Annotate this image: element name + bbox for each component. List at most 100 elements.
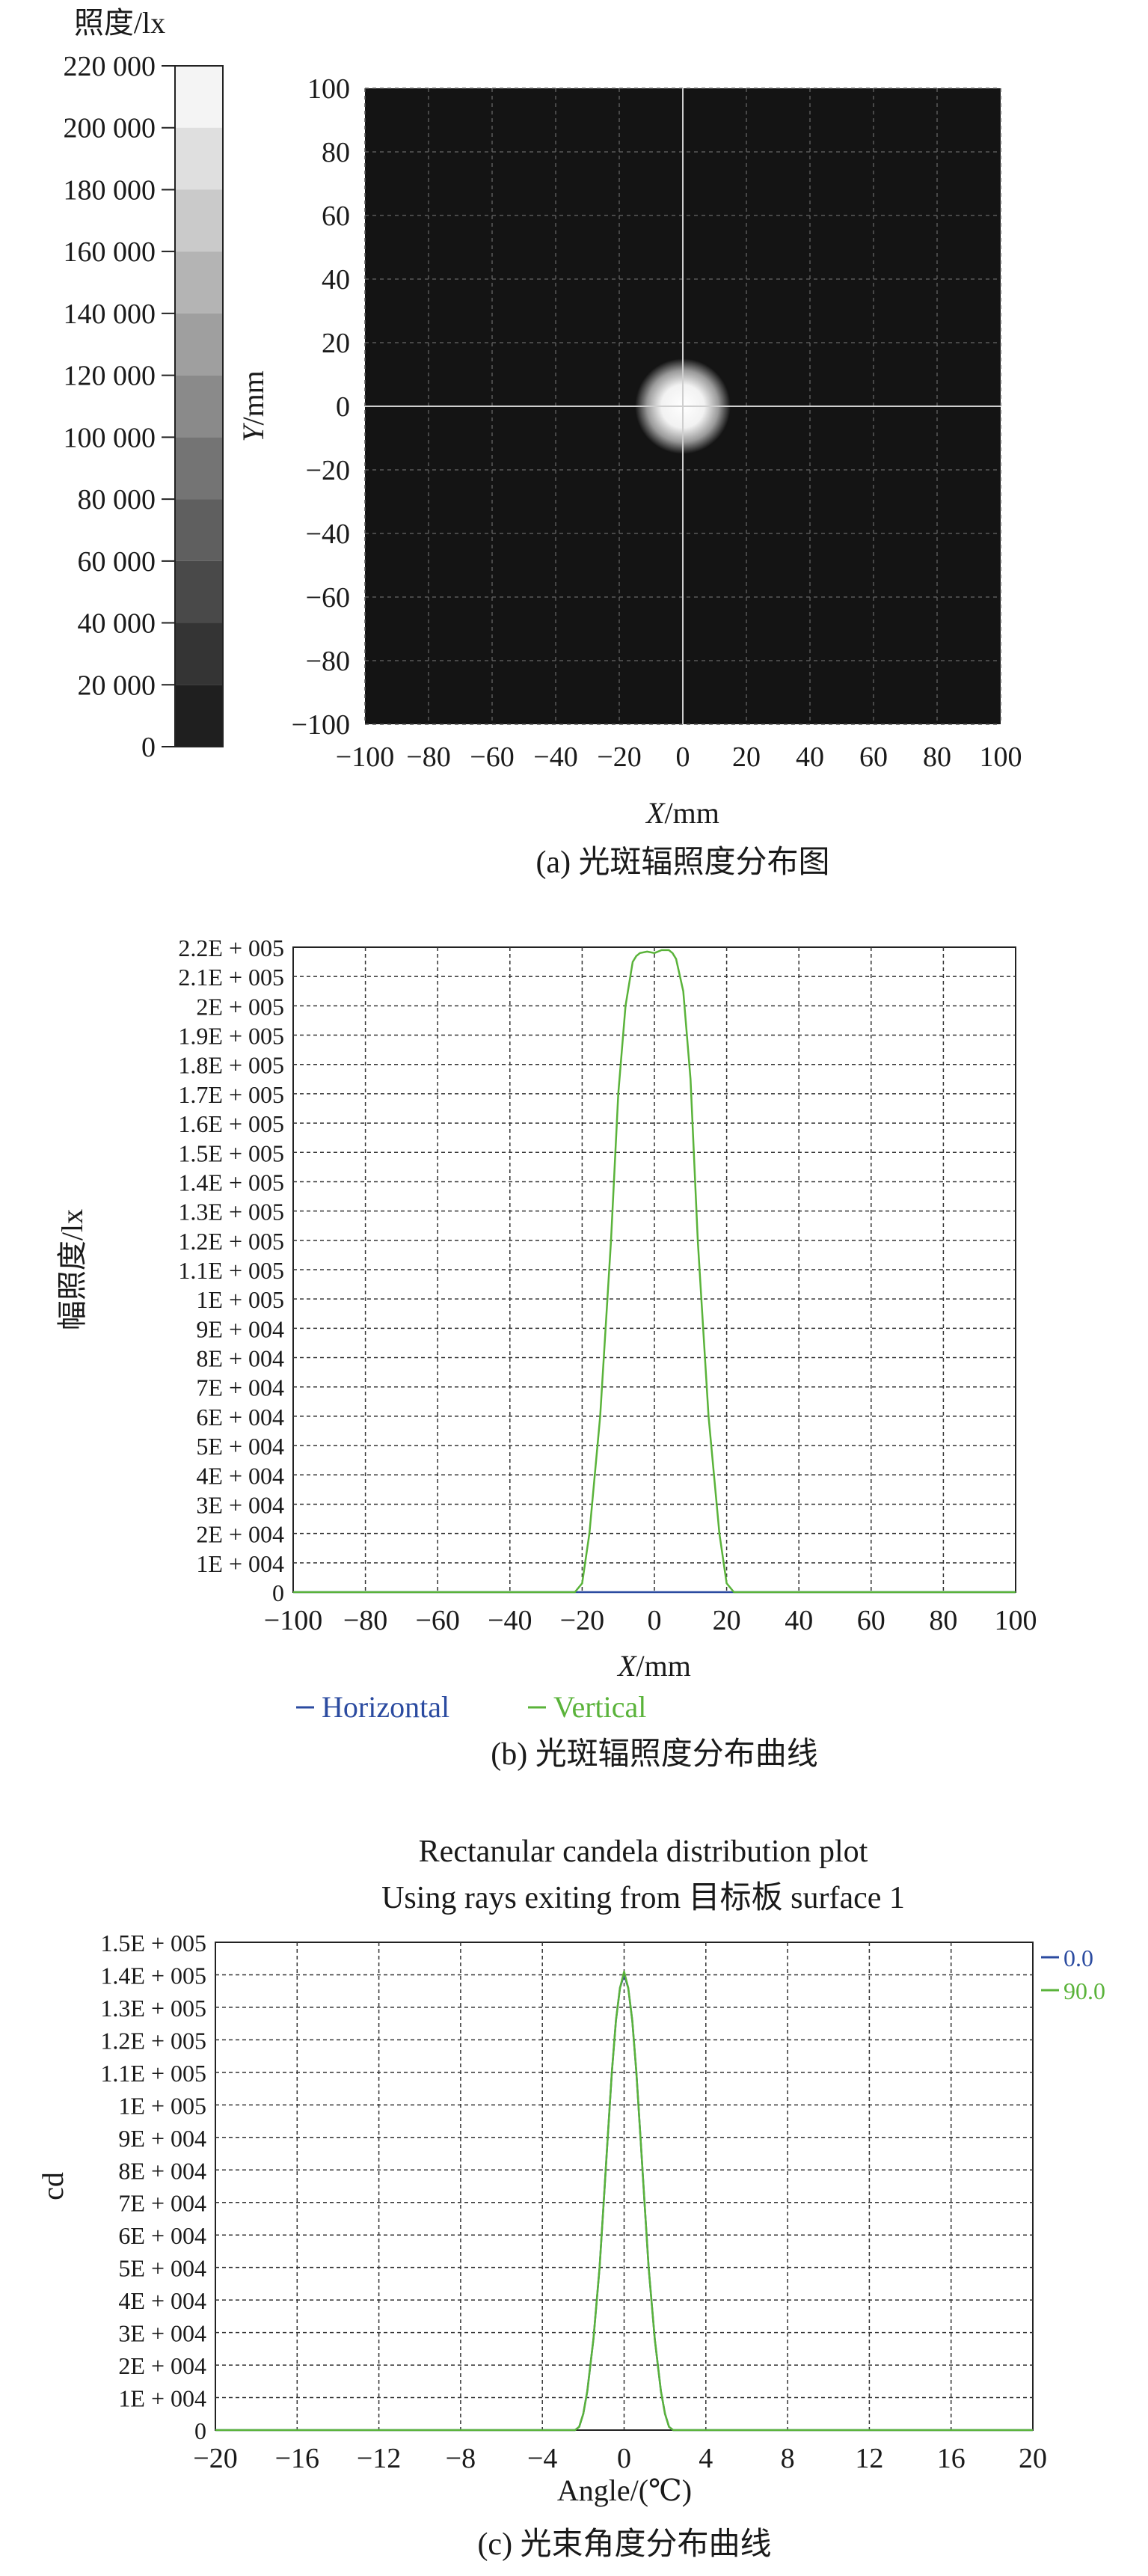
- series-line-90-0: [215, 1970, 1033, 2432]
- colorbar-tick-label: 140 000: [64, 299, 156, 330]
- colorbar-swatch: [175, 685, 223, 747]
- heatmap-y-tick-label: 80: [322, 137, 350, 168]
- colorbar-title: 照度/lx: [74, 6, 165, 40]
- y-tick-label: 3E + 004: [118, 2320, 206, 2347]
- heatmap-y-tick-label: 0: [336, 391, 350, 423]
- candela-x-label: Angle/(℃): [557, 2473, 692, 2507]
- colorbar-tick-label: 0: [141, 732, 156, 763]
- y-tick-label: 1E + 005: [196, 1286, 284, 1313]
- colorbar-swatch: [175, 127, 223, 190]
- profile-grid: [293, 947, 1016, 1592]
- colorbar-ticks: 220 000 200 000 180 000 160 000 140 000 120 0…: [64, 51, 175, 763]
- candela-chart: Rectanular candela distribution plot Usi…: [36, 1835, 1105, 2562]
- x-tick-label: 4: [699, 2443, 713, 2474]
- x-tick-label: 8: [781, 2443, 795, 2474]
- candela-series: [215, 1970, 1033, 2432]
- colorbar-swatch: [175, 375, 223, 438]
- y-tick-label: 1.2E + 005: [178, 1228, 284, 1255]
- y-tick-label: 1.9E + 005: [178, 1023, 284, 1050]
- x-tick-label: 60: [857, 1605, 885, 1636]
- y-tick-label: 8E + 004: [118, 2157, 206, 2184]
- candela-y-label: cd: [36, 2172, 70, 2200]
- y-tick-label: 4E + 004: [196, 1462, 284, 1489]
- x-tick-label: −8: [446, 2443, 476, 2474]
- x-tick-label: −20: [193, 2443, 237, 2474]
- y-tick-label: 2E + 004: [196, 1521, 284, 1548]
- colorbar-tick-label: 180 000: [64, 174, 156, 206]
- heatmap-x-tick-label: 80: [923, 741, 951, 773]
- y-tick-label: 1.3E + 005: [178, 1199, 284, 1226]
- y-tick-label: 5E + 004: [118, 2255, 206, 2282]
- heatmap-x-tick-label: −40: [533, 741, 577, 773]
- y-tick-label: 6E + 004: [118, 2222, 206, 2249]
- colorbar-frame: [174, 65, 224, 747]
- x-tick-label: −4: [527, 2443, 557, 2474]
- y-tick-label: 1.8E + 005: [178, 1052, 284, 1079]
- x-tick-label: −40: [488, 1605, 532, 1636]
- legend-0-label: 0.0: [1063, 1945, 1093, 1971]
- y-tick-label: 1.4E + 005: [178, 1169, 284, 1196]
- heatmap-y-label: Y/mm: [236, 370, 270, 442]
- colorbar-swatch: [175, 622, 223, 685]
- colorbar-tick-label: 200 000: [64, 113, 156, 144]
- x-tick-label: 100: [995, 1605, 1037, 1636]
- y-tick-label: 1E + 005: [118, 2092, 206, 2119]
- y-tick-label: 0: [272, 1579, 284, 1606]
- y-tick-label: 2.1E + 005: [178, 964, 284, 991]
- candela-subtitle: Using rays exiting from 目标板 surface 1: [381, 1881, 905, 1915]
- y-tick-label: 4E + 004: [118, 2287, 206, 2314]
- y-tick-label: 1.4E + 005: [100, 1962, 206, 1989]
- y-tick-label: 1E + 004: [118, 2385, 206, 2412]
- x-tick-label: 40: [785, 1605, 813, 1636]
- colorbar-tick-label: 160 000: [64, 236, 156, 268]
- y-tick-label: 2E + 004: [118, 2352, 206, 2379]
- colorbar: 照度/lx 220 000 200 000 180 000 160 000 140 00…: [64, 6, 224, 763]
- heatmap-y-tick-label: 60: [322, 201, 350, 232]
- colorbar-tick-label: 20 000: [78, 670, 156, 701]
- candela-grid: [215, 1942, 1033, 2430]
- colorbar-swatch: [175, 437, 223, 500]
- heatmap-x-tick-label: 20: [732, 741, 761, 773]
- colorbar-swatch: [175, 499, 223, 561]
- y-tick-label: 7E + 004: [118, 2190, 206, 2217]
- heatmap-y-tick-label: 40: [322, 264, 350, 296]
- candela-x-ticks: −20 −16 −12 −8 −4 0 4 8 12 16 20: [193, 2443, 1047, 2474]
- colorbar-tick-label: 120 000: [64, 361, 156, 392]
- x-tick-label: −100: [264, 1605, 322, 1636]
- legend-horizontal-label: Horizontal: [322, 1690, 449, 1724]
- heatmap-caption: (a) 光斑辐照度分布图: [535, 845, 829, 880]
- y-tick-label: 8E + 004: [196, 1345, 284, 1372]
- x-tick-label: 80: [929, 1605, 957, 1636]
- x-tick-label: 12: [855, 2443, 883, 2474]
- heatmap-x-tick-label: −60: [470, 741, 514, 773]
- x-tick-label: 16: [937, 2443, 966, 2474]
- heatmap-y-tick-label: −80: [306, 646, 350, 677]
- colorbar-swatches: [175, 66, 223, 747]
- colorbar-tick-label: 100 000: [64, 422, 156, 453]
- y-tick-label: 1.7E + 005: [178, 1081, 284, 1108]
- y-tick-label: 1.5E + 005: [178, 1139, 284, 1166]
- y-tick-label: 2.2E + 005: [178, 934, 284, 961]
- heatmap-x-label: X/mm: [645, 796, 719, 830]
- y-tick-label: 1.5E + 005: [100, 1930, 206, 1957]
- x-tick-label: 20: [713, 1605, 741, 1636]
- x-tick-label: −60: [415, 1605, 459, 1636]
- heatmap-y-ticks: 100 80 60 40 20 0 −20 −40 −60 −80 −100: [292, 73, 350, 741]
- heatmap-x-tick-label: −100: [336, 741, 394, 773]
- legend-vertical-label: Vertical: [553, 1690, 646, 1724]
- candela-title: Rectanular candela distribution plot: [419, 1835, 868, 1869]
- candela-y-ticks: 1.5E + 005 1.4E + 005 1.3E + 005 1.2E + 005…: [100, 1930, 206, 2444]
- profile-caption: (b) 光斑辐照度分布曲线: [491, 1737, 817, 1772]
- y-tick-label: 6E + 004: [196, 1404, 284, 1431]
- heatmap-x-tick-label: 0: [676, 741, 690, 773]
- y-tick-label: 2E + 005: [196, 993, 284, 1020]
- heatmap-x-tick-label: −20: [597, 741, 641, 773]
- heatmap-y-tick-label: −40: [306, 518, 350, 550]
- colorbar-tick-label: 220 000: [64, 51, 156, 82]
- colorbar-swatch: [175, 251, 223, 313]
- profile-y-label: 幅照度/lx: [55, 1209, 89, 1330]
- y-tick-label: 7E + 004: [196, 1374, 284, 1401]
- y-tick-label: 1.6E + 005: [178, 1110, 284, 1137]
